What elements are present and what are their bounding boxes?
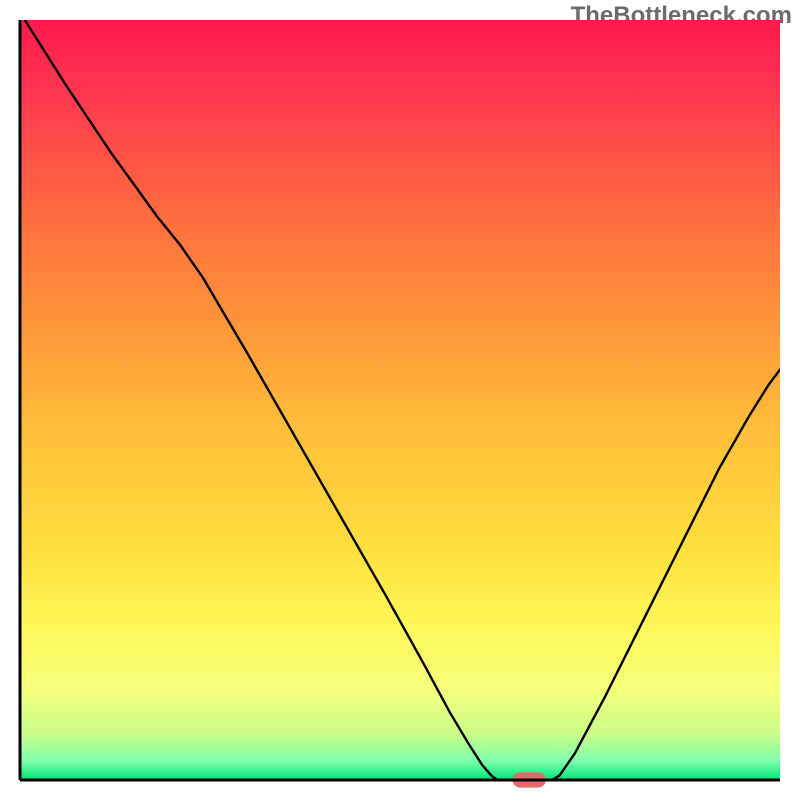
bottleneck-chart: TheBottleneck.com [0,0,800,800]
gradient-background [20,20,780,780]
chart-svg [0,0,800,800]
